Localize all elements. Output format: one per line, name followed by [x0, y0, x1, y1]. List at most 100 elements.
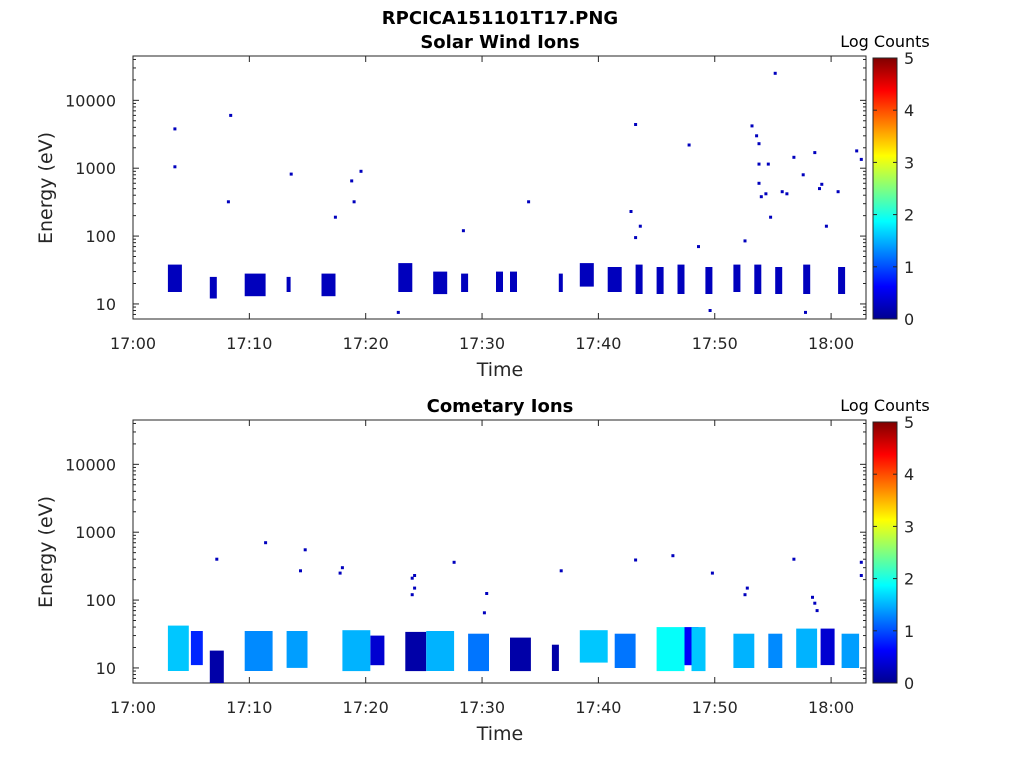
- burst-cell: [209, 276, 217, 299]
- x-tick-label: 17:40: [575, 698, 621, 717]
- data-point: [773, 71, 777, 75]
- colorbar-cometary: [872, 421, 898, 684]
- burst-cell: [775, 267, 783, 294]
- data-point: [813, 151, 817, 155]
- data-point: [813, 601, 817, 605]
- data-point: [687, 143, 691, 147]
- colorbar-tick-label: 2: [904, 206, 914, 225]
- data-point: [264, 541, 268, 545]
- colorbar-tick-label: 2: [904, 570, 914, 589]
- heatmap-cometary: [167, 541, 863, 683]
- burst-cell: [167, 625, 189, 671]
- data-point: [745, 586, 749, 590]
- axes-cometary: 17:00 17:10 17:20 17:30 17:40 17:50 18:00 10 100…: [65, 420, 866, 717]
- data-point: [859, 574, 863, 577]
- burst-cell: [398, 263, 413, 292]
- data-point: [801, 173, 805, 177]
- x-tick-label: 17:00: [110, 334, 156, 353]
- colorbar-tick-label: 0: [904, 674, 914, 693]
- burst-cell: [803, 264, 811, 294]
- burst-cell: [841, 633, 860, 668]
- panel-cometary: Cometary Ions Log Counts 17:00 17:10 17:20…: [35, 396, 930, 745]
- data-point: [638, 224, 642, 228]
- burst-cell: [677, 264, 685, 294]
- x-tick-label: 17:30: [459, 698, 505, 717]
- colorbar-tick-label: 5: [904, 413, 914, 432]
- burst-cell: [321, 273, 336, 297]
- burst-cell: [370, 635, 385, 666]
- heatmap-solar-wind: [167, 71, 863, 314]
- data-point: [757, 162, 761, 166]
- burst-cell: [656, 267, 664, 294]
- figure-title: RPCICA151101T17.PNG: [382, 8, 618, 29]
- burst-cell: [607, 267, 622, 292]
- burst-cell: [461, 273, 469, 292]
- colorbar-label-cometary: Log Counts: [840, 396, 930, 415]
- data-point: [338, 571, 342, 575]
- burst-cell: [405, 631, 427, 672]
- data-point: [671, 554, 675, 558]
- burst-cell: [190, 631, 203, 666]
- burst-cell: [614, 633, 636, 668]
- data-point: [173, 127, 177, 131]
- data-point: [764, 192, 768, 196]
- data-point: [452, 560, 456, 564]
- burst-cell: [433, 271, 448, 295]
- data-point: [215, 557, 219, 561]
- burst-cell: [551, 644, 559, 671]
- data-point: [710, 571, 714, 575]
- burst-cell: [286, 631, 308, 668]
- data-point: [750, 124, 754, 128]
- x-tick-label: 17:50: [692, 334, 738, 353]
- y-tick-label: 10: [96, 659, 116, 678]
- data-point: [836, 190, 840, 194]
- burst-cell: [468, 633, 489, 672]
- data-point: [708, 309, 712, 312]
- burst-cell: [209, 650, 224, 683]
- colorbar-tick-label: 3: [904, 153, 914, 172]
- data-point: [815, 609, 819, 613]
- data-point: [766, 162, 770, 166]
- data-point: [785, 192, 789, 196]
- burst-cell: [342, 630, 371, 672]
- panel-title-cometary: Cometary Ions: [427, 396, 574, 417]
- burst-cell: [733, 633, 755, 668]
- colorbar-label-solar-wind: Log Counts: [840, 32, 930, 51]
- burst-cell: [244, 631, 273, 671]
- colorbar-ticks-cometary: 0 1 2 3 4 5: [873, 413, 914, 693]
- burst-cell: [733, 264, 741, 292]
- burst-cell: [796, 628, 818, 668]
- x-tick-label: 17:40: [575, 334, 621, 353]
- burst-cell: [635, 264, 643, 294]
- data-point: [804, 310, 807, 314]
- x-axis-label-solar-wind: Time: [476, 359, 524, 381]
- burst-cell: [691, 627, 706, 672]
- data-point: [461, 229, 465, 233]
- y-tick-label: 10000: [65, 455, 116, 474]
- data-point: [482, 611, 486, 615]
- colorbar-tick-label: 5: [904, 49, 914, 68]
- colorbar-tick-label: 0: [904, 310, 914, 329]
- colorbar-tick-label: 1: [904, 258, 914, 277]
- data-point: [743, 593, 747, 597]
- data-point: [299, 569, 302, 573]
- data-point: [757, 142, 761, 146]
- data-point: [634, 123, 638, 126]
- x-tick-label: 17:00: [110, 698, 156, 717]
- x-tick-label: 17:20: [343, 698, 389, 717]
- burst-cell: [286, 276, 291, 292]
- data-point: [855, 149, 859, 153]
- data-point: [413, 586, 417, 590]
- data-point: [820, 182, 824, 186]
- burst-cell: [768, 633, 783, 668]
- burst-cell: [579, 263, 594, 287]
- data-point: [780, 190, 784, 194]
- data-point: [410, 593, 414, 597]
- plot-area-cometary: [132, 419, 867, 684]
- x-axis-label-cometary: Time: [476, 723, 524, 745]
- data-point: [173, 165, 177, 169]
- data-point: [410, 576, 414, 580]
- x-tick-label: 17:10: [226, 698, 272, 717]
- x-tick-label: 17:20: [343, 334, 389, 353]
